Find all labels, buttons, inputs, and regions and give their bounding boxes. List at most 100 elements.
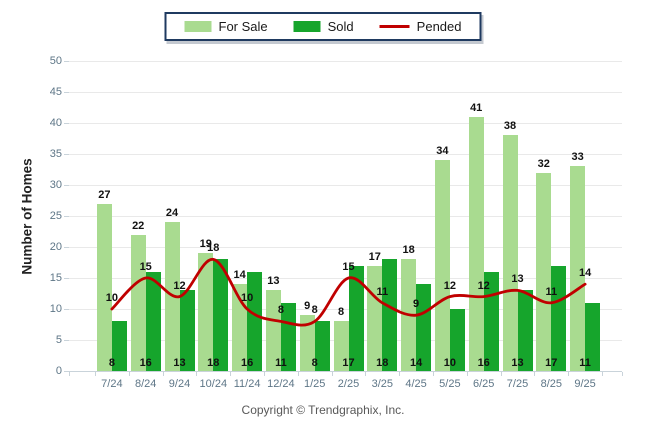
x-tick (69, 372, 70, 376)
pended-line-swatch-icon (379, 25, 410, 28)
y-axis-tick-label: 5 (55, 334, 62, 346)
gridline (69, 91, 622, 93)
bar-for-sale (299, 315, 315, 371)
x-tick (466, 372, 468, 376)
bar-sold (179, 290, 195, 371)
for-sale-value-label: 9 (304, 300, 311, 313)
x-axis-label: 6/25 (472, 378, 495, 390)
bar-sold (416, 284, 432, 371)
bar-sold (348, 265, 364, 371)
for-sale-value-label: 34 (436, 145, 449, 158)
sold-value-label: 18 (376, 357, 389, 369)
y-axis-title: Number of Homes (19, 157, 35, 275)
sold-value-label: 17 (342, 357, 355, 369)
legend-label-sold: Sold (327, 19, 354, 34)
for-sale-swatch-icon (184, 21, 212, 32)
legend-item-sold: Sold (293, 19, 354, 34)
pended-value-label: 14 (578, 267, 592, 280)
y-tick (64, 370, 69, 372)
for-sale-value-label: 22 (132, 219, 145, 232)
bar-for-sale (570, 166, 586, 371)
sold-value-label: 17 (545, 357, 558, 369)
pended-value-label: 9 (413, 298, 420, 311)
x-axis-label: 1/25 (303, 378, 326, 390)
sold-value-label: 13 (511, 357, 524, 369)
bar-for-sale (333, 321, 349, 371)
x-tick (622, 372, 623, 376)
x-axis-label: 4/25 (405, 378, 427, 390)
bar-sold (247, 271, 263, 371)
bar-sold (145, 271, 161, 371)
plot-area: 27 8 10 22 16 15 24 13 12 19 18 18 14 16 10 13 11 8 9 8 8 8 17… (69, 60, 622, 371)
x-axis-label: 3/25 (371, 378, 394, 390)
sold-value-label: 8 (311, 357, 318, 369)
sold-value-label: 16 (477, 357, 490, 369)
y-tick (64, 60, 69, 62)
for-sale-value-label: 41 (470, 101, 483, 114)
x-axis-line (64, 371, 622, 372)
legend-label-for-sale: For Sale (218, 19, 268, 34)
for-sale-value-label: 17 (368, 250, 381, 263)
x-axis-label: 8/24 (134, 378, 157, 390)
legend: For Sale Sold Pended (164, 12, 482, 41)
x-tick (399, 372, 401, 376)
x-tick (568, 372, 570, 376)
bar-for-sale (96, 203, 112, 371)
y-tick (64, 246, 69, 248)
x-axis-label: 9/24 (168, 378, 191, 390)
pended-value-label: 12 (173, 279, 186, 292)
copyright-text: Copyright © Trendgraphix, Inc. (241, 403, 405, 417)
x-tick (162, 372, 164, 376)
bar-for-sale (130, 234, 146, 371)
x-axis-label: 7/25 (506, 378, 529, 390)
bar-for-sale (502, 135, 518, 371)
sold-swatch-icon (293, 21, 321, 32)
pended-value-label: 12 (443, 279, 457, 292)
x-axis-label: 9/25 (574, 378, 596, 390)
gridline (69, 184, 622, 186)
x-tick (331, 372, 333, 376)
legend-item-for-sale: For Sale (184, 19, 268, 34)
pended-value-label: 18 (207, 242, 220, 255)
x-tick (297, 372, 299, 376)
x-axis-label: 12/24 (267, 378, 295, 390)
legend-item-pended: Pended (379, 19, 462, 34)
pended-value-label: 8 (277, 304, 284, 317)
x-tick (365, 372, 367, 376)
y-axis-tick-label: 10 (49, 303, 62, 315)
y-tick (64, 215, 69, 217)
gridline (69, 246, 622, 248)
for-sale-value-label: 19 (199, 238, 212, 251)
for-sale-value-label: 38 (503, 120, 517, 133)
x-axis-label: 7/24 (101, 378, 123, 390)
y-axis-tick-label: 45 (49, 86, 62, 98)
bar-sold (382, 259, 398, 371)
bar-for-sale (198, 253, 214, 371)
for-sale-value-label: 14 (233, 269, 246, 282)
sold-value-label: 16 (240, 357, 254, 369)
pended-value-label: 11 (545, 285, 558, 298)
for-sale-value-label: 27 (98, 188, 111, 201)
gridline (69, 308, 622, 310)
pended-value-label: 12 (477, 279, 490, 292)
y-axis-tick-label: 25 (49, 210, 62, 222)
bar-sold (449, 309, 465, 371)
sold-value-label: 10 (443, 357, 457, 369)
bar-sold (517, 290, 533, 371)
y-axis-tick-label: 35 (49, 148, 62, 160)
x-axis-label: 8/25 (540, 378, 563, 390)
y-tick (64, 153, 69, 155)
legend-label-pended: Pended (416, 19, 462, 34)
for-sale-value-label: 13 (267, 275, 280, 288)
pended-value-label: 15 (139, 261, 152, 273)
pended-value-label: 8 (311, 304, 318, 317)
x-axis-label: 5/25 (439, 378, 461, 390)
x-tick (602, 372, 603, 376)
y-tick (64, 308, 69, 310)
y-axis-tick-label: 20 (49, 241, 62, 253)
pended-value-label: 11 (376, 285, 389, 298)
bar-sold (314, 321, 330, 371)
y-axis-tick-label: 40 (49, 117, 62, 129)
bar-sold (551, 265, 567, 371)
